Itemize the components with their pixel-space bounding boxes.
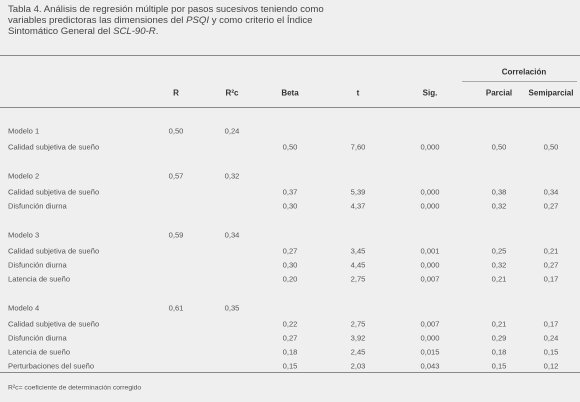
cell: 3,45 bbox=[350, 246, 366, 256]
cell: 0,007 bbox=[420, 319, 440, 329]
cell: 0,21 bbox=[491, 274, 507, 284]
group-header: Correlación bbox=[501, 67, 547, 77]
cell: 2,03 bbox=[350, 361, 366, 371]
cell: 0,32 bbox=[491, 260, 507, 270]
cell: 0,001 bbox=[420, 246, 440, 256]
cell: 0,25 bbox=[491, 246, 507, 256]
predictor-label: Calidad subjetiva de sueño bbox=[8, 246, 100, 256]
cell: 0,35 bbox=[224, 303, 240, 313]
cell: 2,75 bbox=[350, 319, 366, 329]
predictor-label: Latencia de sueño bbox=[8, 274, 71, 284]
cell: 0,24 bbox=[543, 333, 559, 343]
cell: 4,37 bbox=[350, 201, 366, 211]
cell: 0,17 bbox=[543, 274, 559, 284]
cell: 0,30 bbox=[282, 260, 298, 270]
cell: 0,000 bbox=[420, 142, 440, 152]
predictor-label: Calidad subjetiva de sueño bbox=[8, 187, 100, 197]
cell: 0,000 bbox=[420, 187, 440, 197]
cell: 0,21 bbox=[543, 246, 559, 256]
cell: 0,22 bbox=[282, 319, 298, 329]
cell: 0,000 bbox=[420, 201, 440, 211]
cell: 0,30 bbox=[282, 201, 298, 211]
model-label: Modelo 2 bbox=[8, 171, 40, 181]
cell: 0,32 bbox=[224, 171, 240, 181]
model-label: Modelo 3 bbox=[8, 230, 40, 240]
group-rule bbox=[462, 81, 577, 82]
predictor-label: Disfunción diurna bbox=[8, 333, 67, 343]
cell: 7,60 bbox=[350, 142, 366, 152]
cell: 0,043 bbox=[420, 361, 440, 371]
cell: 0,29 bbox=[491, 333, 507, 343]
bottom-rule bbox=[0, 372, 580, 373]
cell: 0,18 bbox=[282, 347, 298, 357]
model-label: Modelo 4 bbox=[8, 303, 40, 313]
top-rule bbox=[0, 55, 580, 56]
cell: 0,38 bbox=[491, 187, 507, 197]
cell: 0,21 bbox=[491, 319, 507, 329]
predictor-label: Calidad subjetiva de sueño bbox=[8, 142, 100, 152]
predictor-label: Disfunción diurna bbox=[8, 260, 67, 270]
cell: 0,50 bbox=[282, 142, 298, 152]
cell: 0,50 bbox=[543, 142, 559, 152]
cell: 0,50 bbox=[491, 142, 507, 152]
cell: 0,34 bbox=[224, 230, 240, 240]
cell: 0,27 bbox=[543, 260, 559, 270]
column-header: R bbox=[173, 88, 179, 98]
column-header: R²c bbox=[225, 88, 239, 98]
cell: 0,12 bbox=[543, 361, 559, 371]
cell: 0,32 bbox=[491, 201, 507, 211]
cell: 0,59 bbox=[168, 230, 184, 240]
cell: 2,45 bbox=[350, 347, 366, 357]
cell: 0,20 bbox=[282, 274, 298, 284]
cell: 0,57 bbox=[168, 171, 184, 181]
column-header: t bbox=[356, 88, 360, 98]
cell: 0,18 bbox=[491, 347, 507, 357]
cell: 0,000 bbox=[420, 333, 440, 343]
predictor-label: Perturbaciones del sueño bbox=[8, 361, 95, 371]
caption-italic: PSQI bbox=[186, 15, 210, 26]
cell: 0,27 bbox=[543, 201, 559, 211]
column-header: Beta bbox=[281, 88, 299, 98]
cell: 5,39 bbox=[350, 187, 366, 197]
cell: 0,27 bbox=[282, 246, 298, 256]
model-label: Modelo 1 bbox=[8, 126, 40, 136]
header-rule bbox=[0, 107, 580, 108]
cell: 0,17 bbox=[543, 319, 559, 329]
cell: 0,000 bbox=[420, 260, 440, 270]
column-header: Semiparcial bbox=[528, 88, 574, 98]
cell: 0,27 bbox=[282, 333, 298, 343]
cell: 0,61 bbox=[168, 303, 184, 313]
cell: 0,15 bbox=[491, 361, 507, 371]
cell: 0,24 bbox=[224, 126, 240, 136]
cell: 4,45 bbox=[350, 260, 366, 270]
caption-italic: SCL-90-R bbox=[113, 26, 156, 37]
cell: 0,007 bbox=[420, 274, 440, 284]
cell: 2,75 bbox=[350, 274, 366, 284]
column-header: Sig. bbox=[422, 88, 438, 98]
caption: Tabla 4. Análisis de regresión múltiple … bbox=[8, 4, 348, 37]
cell: 0,015 bbox=[420, 347, 440, 357]
caption-text: Tabla 4. Análisis de regresión múltiple … bbox=[8, 4, 324, 26]
predictor-label: Latencia de sueño bbox=[8, 347, 71, 357]
column-header: Parcial bbox=[485, 88, 513, 98]
cell: 3,92 bbox=[350, 333, 366, 343]
cell: 0,34 bbox=[543, 187, 559, 197]
predictor-label: Calidad subjetiva de sueño bbox=[8, 319, 100, 329]
caption-text: . bbox=[155, 26, 159, 37]
caption-text: y como criterio el Índice Sintomático Ge… bbox=[8, 15, 313, 37]
cell: 0,15 bbox=[543, 347, 559, 357]
cell: 0,37 bbox=[282, 187, 298, 197]
footnote: R²c= coeficiente de determinación correg… bbox=[8, 384, 142, 392]
cell: 0,50 bbox=[168, 126, 184, 136]
cell: 0,15 bbox=[282, 361, 298, 371]
predictor-label: Disfunción diurna bbox=[8, 201, 67, 211]
